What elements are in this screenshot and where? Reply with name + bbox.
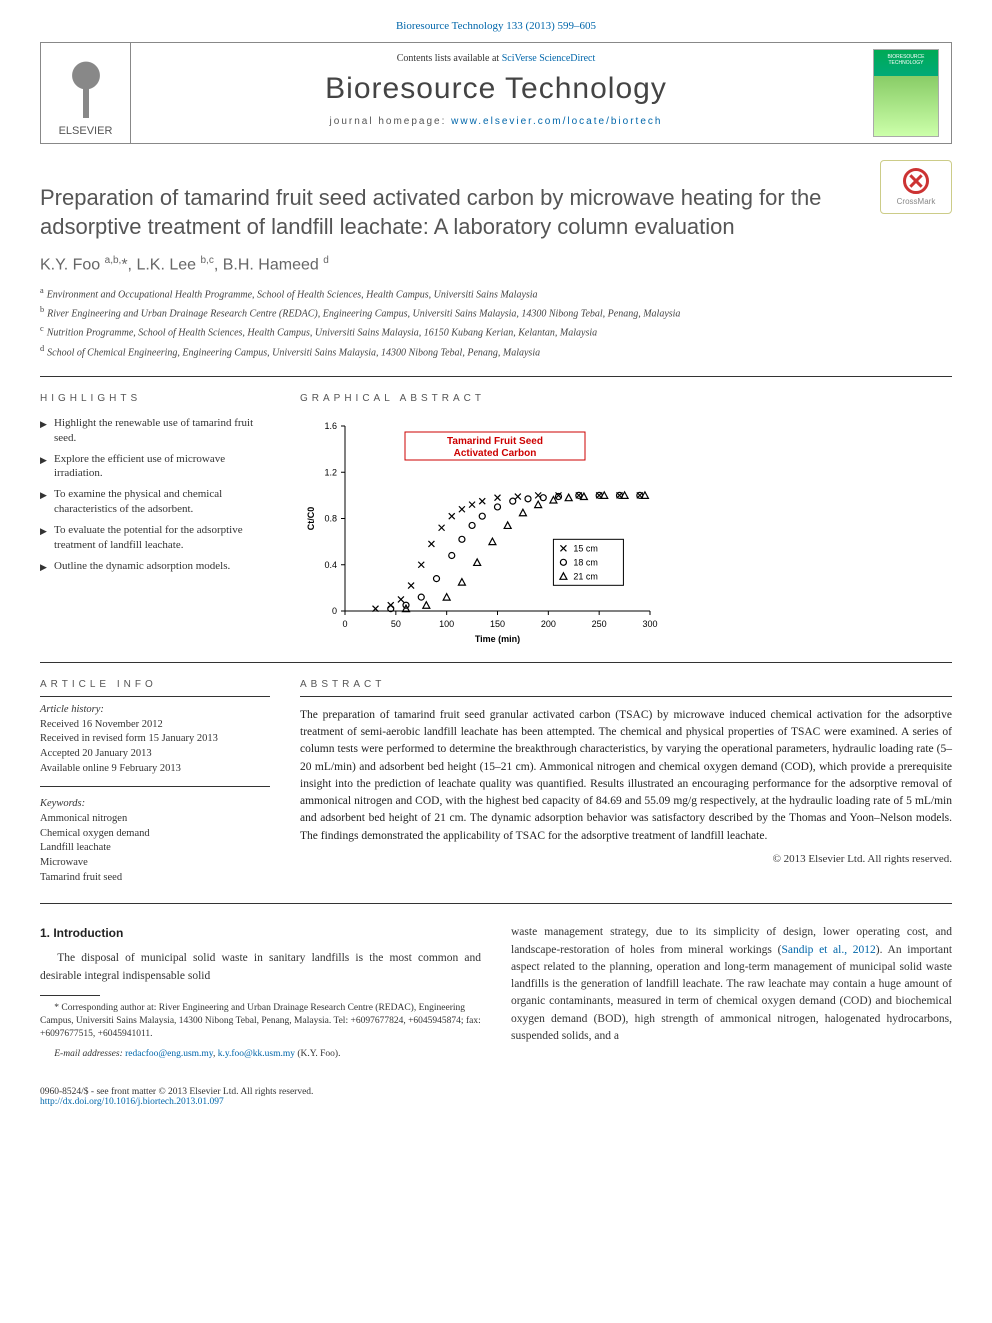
svg-text:Time (min): Time (min): [475, 634, 520, 644]
publisher-name: ELSEVIER: [59, 125, 113, 137]
article-info-column: ARTICLE INFO Article history: Received 1…: [40, 679, 270, 886]
history-heading: Article history:: [40, 704, 104, 715]
email-link-2[interactable]: k.y.foo@kk.usm.my: [218, 1049, 295, 1059]
email-tail: (K.Y. Foo).: [295, 1049, 340, 1059]
highlight-item: Highlight the renewable use of tamarind …: [40, 416, 270, 446]
journal-cover-image: BIORESOURCE TECHNOLOGY: [873, 49, 939, 137]
highlight-list: Highlight the renewable use of tamarind …: [40, 416, 270, 574]
graphical-abstract-column: GRAPHICAL ABSTRACT 0 50 100 150 200 250 300 0 0.…: [300, 393, 952, 646]
highlight-item: To examine the physical and chemical cha…: [40, 487, 270, 517]
keyword: Ammonical nitrogen: [40, 812, 270, 827]
svg-text:1.2: 1.2: [324, 467, 337, 477]
divider: [300, 696, 952, 697]
highlight-item: To evaluate the potential for the adsorp…: [40, 523, 270, 553]
keyword: Tamarind fruit seed: [40, 871, 270, 886]
history-line: Received 16 November 2012: [40, 718, 270, 733]
section-divider: [40, 903, 952, 904]
sciencedirect-line: Contents lists available at SciVerse Sci…: [151, 53, 841, 64]
keyword: Landfill leachate: [40, 841, 270, 856]
elsevier-tree-icon: [56, 51, 116, 121]
sd-prefix: Contents lists available at: [397, 53, 502, 64]
highlights-heading: HIGHLIGHTS: [40, 393, 270, 404]
crossmark-badge[interactable]: CrossMark: [880, 160, 952, 214]
abstract-copyright: © 2013 Elsevier Ltd. All rights reserved…: [300, 853, 952, 865]
history-line: Received in revised form 15 January 2013: [40, 732, 270, 747]
email-link-1[interactable]: redacfoo@eng.usm.my: [125, 1049, 213, 1059]
svg-text:0: 0: [342, 619, 347, 629]
svg-text:0: 0: [332, 606, 337, 616]
svg-text:50: 50: [391, 619, 401, 629]
journal-title: Bioresource Technology: [151, 72, 841, 106]
divider: [40, 696, 270, 697]
body-paragraph: waste management strategy, due to its si…: [511, 924, 952, 1045]
abstract-text: The preparation of tamarind fruit seed g…: [300, 707, 952, 845]
highlight-item: Explore the efficient use of microwave i…: [40, 452, 270, 482]
keyword: Microwave: [40, 856, 270, 871]
header-center: Contents lists available at SciVerse Sci…: [131, 43, 861, 143]
homepage-link[interactable]: www.elsevier.com/locate/biortech: [451, 116, 662, 127]
divider: [40, 662, 952, 663]
homepage-prefix: journal homepage:: [330, 116, 452, 127]
svg-text:Activated Carbon: Activated Carbon: [454, 448, 537, 459]
affiliation: aEnvironment and Occupational Health Pro…: [40, 285, 952, 302]
svg-text:21 cm: 21 cm: [573, 571, 598, 581]
history-line: Available online 9 February 2013: [40, 762, 270, 777]
journal-homepage: journal homepage: www.elsevier.com/locat…: [151, 116, 841, 127]
email-label: E-mail addresses:: [54, 1049, 125, 1059]
journal-reference: Bioresource Technology 133 (2013) 599–60…: [40, 20, 952, 32]
journal-cover-box: BIORESOURCE TECHNOLOGY: [861, 43, 951, 143]
corresponding-author-footnote: * Corresponding author at: River Enginee…: [40, 1002, 481, 1040]
svg-text:150: 150: [490, 619, 505, 629]
svg-text:100: 100: [439, 619, 454, 629]
ga-heading: GRAPHICAL ABSTRACT: [300, 393, 952, 404]
citation-link[interactable]: Sandip et al., 2012: [781, 944, 875, 956]
graphical-abstract-chart: 0 50 100 150 200 250 300 0 0.4 0.8 1.2 1.6 Time (min…: [300, 416, 660, 646]
divider: [40, 786, 270, 787]
svg-text:0.4: 0.4: [324, 560, 337, 570]
affiliation: bRiver Engineering and Urban Drainage Re…: [40, 304, 952, 321]
abstract-column: ABSTRACT The preparation of tamarind fru…: [300, 679, 952, 886]
highlight-item: Outline the dynamic adsorption models.: [40, 559, 270, 574]
page-footer: 0960-8524/$ - see front matter © 2013 El…: [40, 1087, 952, 1107]
article-info-heading: ARTICLE INFO: [40, 679, 270, 690]
issn-line: 0960-8524/$ - see front matter © 2013 El…: [40, 1087, 952, 1097]
body-paragraph: The disposal of municipal solid waste in…: [40, 950, 481, 985]
body-columns: 1. Introduction The disposal of municipa…: [40, 924, 952, 1069]
body-text: ). An important aspect related to the pl…: [511, 944, 952, 1042]
footnote-separator: [40, 995, 100, 996]
journal-header: ELSEVIER Contents lists available at Sci…: [40, 42, 952, 144]
crossmark-icon: [903, 168, 929, 194]
journal-ref-link[interactable]: Bioresource Technology 133 (2013) 599–60…: [396, 20, 596, 32]
sciencedirect-link[interactable]: SciVerse ScienceDirect: [502, 53, 596, 64]
author-list: K.Y. Foo a,b,*, L.K. Lee b,c, B.H. Hamee…: [40, 255, 952, 274]
svg-text:250: 250: [592, 619, 607, 629]
svg-text:Tamarind Fruit Seed: Tamarind Fruit Seed: [447, 436, 543, 447]
svg-text:300: 300: [642, 619, 657, 629]
svg-text:Ct/C0: Ct/C0: [306, 507, 316, 531]
publisher-logo-box: ELSEVIER: [41, 43, 131, 143]
abstract-heading: ABSTRACT: [300, 679, 952, 690]
history-line: Accepted 20 January 2013: [40, 747, 270, 762]
svg-text:200: 200: [541, 619, 556, 629]
crossmark-label: CrossMark: [897, 197, 936, 206]
svg-text:0.8: 0.8: [324, 513, 337, 523]
article-title: Preparation of tamarind fruit seed activ…: [40, 184, 952, 241]
svg-text:18 cm: 18 cm: [573, 557, 598, 567]
affiliation-list: aEnvironment and Occupational Health Pro…: [40, 285, 952, 360]
affiliation: dSchool of Chemical Engineering, Enginee…: [40, 343, 952, 360]
divider: [40, 376, 952, 377]
highlights-column: HIGHLIGHTS Highlight the renewable use o…: [40, 393, 270, 646]
keywords-block: Keywords: Ammonical nitrogenChemical oxy…: [40, 797, 270, 885]
section-1-heading: 1. Introduction: [40, 924, 481, 942]
article-history: Article history: Received 16 November 20…: [40, 703, 270, 776]
email-footnote: E-mail addresses: redacfoo@eng.usm.my, k…: [40, 1048, 481, 1061]
keyword: Chemical oxygen demand: [40, 827, 270, 842]
doi-link[interactable]: http://dx.doi.org/10.1016/j.biortech.201…: [40, 1097, 224, 1107]
svg-text:1.6: 1.6: [324, 421, 337, 431]
svg-text:15 cm: 15 cm: [573, 543, 598, 553]
keywords-heading: Keywords:: [40, 797, 270, 812]
affiliation: cNutrition Programme, School of Health S…: [40, 323, 952, 340]
